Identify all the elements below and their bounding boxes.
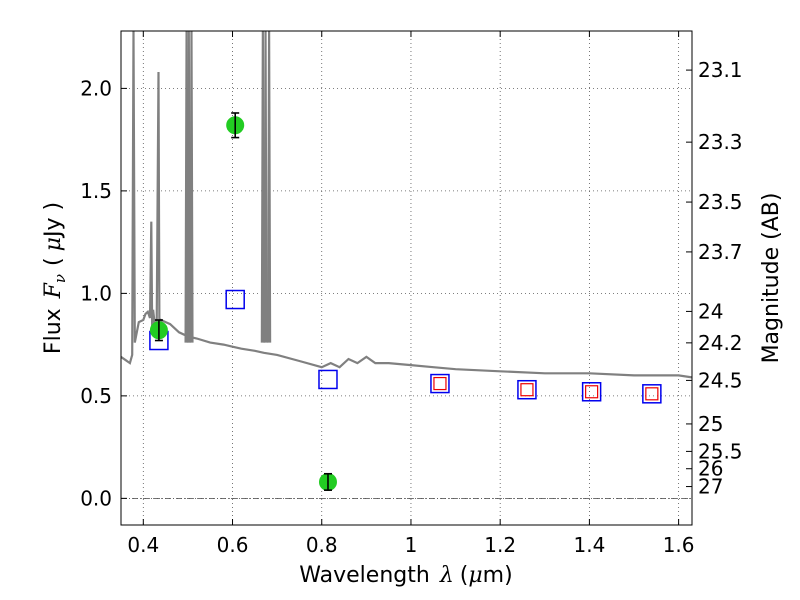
x-axis-label: Wavelength λ (μm): [299, 563, 512, 588]
mag-tick-label: 23.7: [698, 240, 743, 264]
mag-tick-label: 25.5: [698, 439, 743, 463]
mag-tick-label: 27: [698, 475, 723, 499]
mag-tick-label: 24.5: [698, 368, 743, 392]
y-tick-label: 1.5: [80, 179, 112, 203]
model-nir-square: [433, 376, 447, 391]
mag-tick-label: 23.3: [698, 130, 743, 154]
emission-line: [267, 31, 272, 343]
x-tick-label: 1.2: [484, 533, 516, 557]
model-photometry-square: [581, 382, 602, 402]
emission-line: [260, 31, 265, 343]
mag-tick-label: 25: [698, 412, 723, 436]
model-photometry-square: [430, 373, 450, 394]
emission-line: [263, 31, 268, 343]
y-tick-label: 0.0: [80, 486, 112, 510]
model-photometry-square: [225, 289, 245, 310]
mag-tick-label: 23.5: [698, 190, 743, 214]
model-nir-square: [645, 387, 659, 401]
mag-tick-label: 24.2: [698, 331, 743, 355]
model-photometry-square: [517, 379, 537, 400]
emission-line: [189, 31, 194, 343]
x-tick-label: 0.6: [217, 533, 249, 557]
grid: [121, 31, 692, 525]
model-nir-square: [520, 383, 534, 397]
axis-ticks: 0.4 0.6 0.8 1 1.2 1.4 1.6 0.0 0.5 1.0 1.5 2.0 23.1 23…: [80, 31, 743, 557]
plot-frame: [120, 30, 693, 526]
plot-series: [121, 31, 692, 491]
model-nir-square: [585, 385, 599, 399]
y-tick-label: 0.5: [80, 384, 112, 408]
emission-line: [186, 31, 191, 343]
y-tick-label: 2.0: [80, 76, 112, 100]
x-tick-label: 1.6: [663, 533, 695, 557]
model-photometry-square: [318, 369, 338, 390]
y2-axis-label: Magnitude (AB): [759, 193, 784, 364]
x-tick-label: 0.8: [306, 533, 338, 557]
sed-spectrum-line: [121, 31, 692, 379]
x-tick-label: 1.4: [573, 533, 605, 557]
x-tick-label: 1: [405, 533, 418, 557]
mag-tick-label: 23.1: [698, 58, 743, 82]
y-axis-label: FluxFν(μJy ): [41, 202, 69, 354]
mag-tick-label: 26: [698, 457, 723, 481]
y-tick-label: 1.0: [80, 281, 112, 305]
mag-tick-label: 24: [698, 299, 723, 323]
model-photometry-square: [642, 384, 662, 404]
x-tick-label: 0.4: [127, 533, 159, 557]
